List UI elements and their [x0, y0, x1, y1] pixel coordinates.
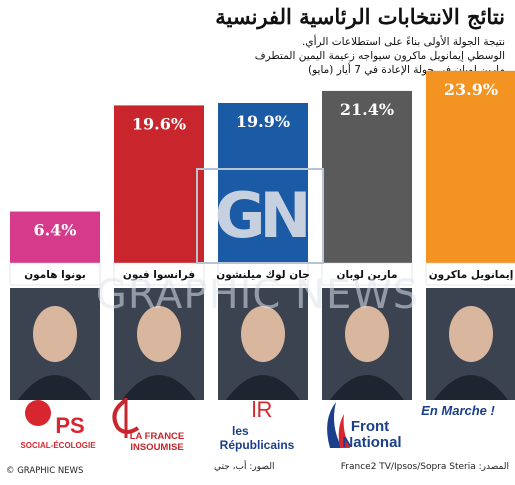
candidate-photo [426, 288, 515, 400]
party-name: Front [351, 418, 389, 435]
watermark-text: GRAPHIC NEWS [95, 272, 420, 318]
name-strip [9, 262, 101, 286]
suit-shape [18, 375, 92, 400]
candidate-photo [114, 288, 204, 400]
party-name: PS [55, 413, 84, 438]
suit-shape [330, 375, 404, 400]
chart-title: نتائج الانتخابات الرئاسية الفرنسية [215, 4, 505, 29]
bar [10, 211, 100, 263]
subtitle-line: الوسطي إيمانويل ماكرون سيواجه زعيمة اليم… [254, 50, 505, 62]
flame-red [338, 414, 350, 448]
suit-shape [434, 375, 508, 400]
party-name: les [232, 424, 249, 438]
name-strip [321, 262, 413, 286]
face-shape [449, 306, 493, 362]
bar-value-label: 19.9% [236, 112, 290, 131]
subtitle-line: نتيجة الجولة الأولى بناءً على استطلاعات … [302, 36, 505, 48]
candidate-name: بونوا هامون [24, 269, 86, 281]
source-text: France2 TV/Ipsos/Sopra Steria [340, 462, 476, 472]
bar-value-label: 19.6% [132, 114, 186, 133]
name-strip [113, 262, 205, 286]
watermark-logo: GN [196, 168, 324, 264]
bar [114, 105, 204, 264]
face-shape [241, 306, 285, 362]
source-credit: المصدر: France2 TV/Ipsos/Sopra Steria [341, 462, 509, 472]
bar [218, 102, 308, 263]
photo-credit: الصور: أب، جتي [214, 462, 275, 472]
suit-shape [122, 375, 196, 400]
bar [426, 70, 515, 263]
candidate-photo [10, 288, 100, 400]
bar-value-label: 21.4% [340, 100, 394, 119]
source-label: المصدر: [478, 462, 509, 472]
lr-icon: lR [252, 397, 273, 422]
face-shape [137, 306, 181, 362]
party-subname: National [342, 434, 401, 451]
suit-shape [226, 375, 300, 400]
party-subname: Républicains [220, 438, 295, 452]
copyright: © GRAPHIC NEWS [6, 466, 84, 476]
candidate-name: إيمانويل ماكرون [429, 269, 514, 281]
bar-value-label: 6.4% [33, 221, 76, 240]
phi-icon [112, 398, 140, 434]
candidate-photo [218, 288, 308, 400]
rose-icon [25, 400, 51, 426]
party-name: En Marche ! [421, 403, 495, 418]
name-strip [425, 262, 515, 286]
face-shape [345, 306, 389, 362]
bar-value-label: 23.9% [444, 80, 498, 99]
party-name: LA FRANCE [130, 431, 185, 442]
candidate-name: جان لوك ميلنشون [216, 269, 310, 281]
party-subname: SOCIAL-ÉCOLOGIE [20, 441, 96, 450]
face-shape [33, 306, 77, 362]
party-subname: INSOUMISE [130, 442, 183, 453]
candidate-name: مارين لوبان [337, 269, 398, 281]
flame-icon [327, 402, 342, 448]
candidate-name: فرانسوا فيون [123, 269, 195, 281]
candidate-photo [322, 288, 412, 400]
bar [322, 90, 412, 263]
